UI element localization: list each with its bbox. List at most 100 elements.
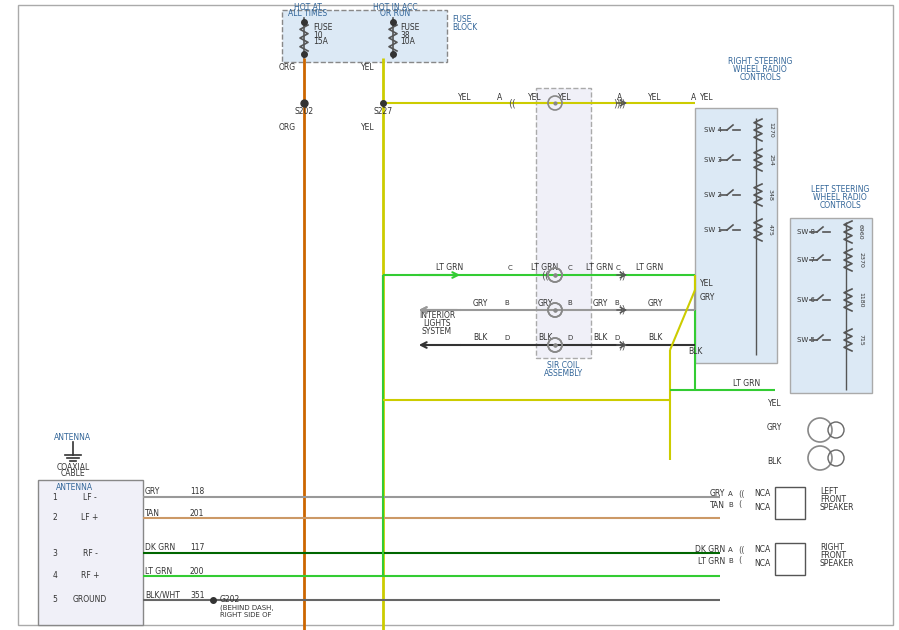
Text: RIGHT SIDE OF: RIGHT SIDE OF bbox=[220, 612, 271, 618]
Text: LT GRN: LT GRN bbox=[436, 263, 464, 273]
Text: A: A bbox=[618, 93, 623, 101]
Text: B: B bbox=[728, 502, 733, 508]
Text: A: A bbox=[728, 547, 733, 553]
Text: 475: 475 bbox=[768, 224, 773, 236]
Text: GRY: GRY bbox=[700, 294, 716, 302]
Text: NCA: NCA bbox=[754, 490, 770, 498]
Text: YEL: YEL bbox=[529, 93, 542, 101]
Text: BLK: BLK bbox=[768, 457, 782, 466]
Text: 3: 3 bbox=[52, 549, 58, 558]
Text: 254: 254 bbox=[768, 154, 773, 166]
Text: 118: 118 bbox=[190, 488, 204, 496]
Text: CONTROLS: CONTROLS bbox=[739, 74, 781, 83]
Text: LF +: LF + bbox=[81, 513, 99, 522]
Text: SPEAKER: SPEAKER bbox=[820, 559, 855, 568]
Text: BLK: BLK bbox=[648, 333, 663, 343]
Text: )): )) bbox=[619, 98, 626, 108]
Text: D: D bbox=[567, 335, 573, 341]
Text: (: ( bbox=[738, 556, 742, 566]
Text: TAN: TAN bbox=[145, 508, 160, 517]
Text: GRY: GRY bbox=[538, 299, 553, 307]
Text: RF +: RF + bbox=[81, 571, 99, 580]
Text: BLK: BLK bbox=[688, 346, 702, 355]
Text: SW 1: SW 1 bbox=[704, 227, 722, 233]
Text: YEL: YEL bbox=[361, 64, 375, 72]
Bar bbox=[536, 88, 591, 358]
Text: )): )) bbox=[619, 340, 626, 350]
Bar bbox=[775, 543, 805, 575]
Text: D: D bbox=[614, 335, 619, 341]
Text: 6960: 6960 bbox=[858, 224, 863, 240]
Text: LT GRN: LT GRN bbox=[145, 566, 173, 575]
Text: 15A: 15A bbox=[313, 38, 328, 47]
Text: ((: (( bbox=[508, 98, 516, 108]
Text: FRONT: FRONT bbox=[820, 496, 846, 505]
Bar bbox=[282, 10, 447, 62]
Text: NCA: NCA bbox=[754, 503, 770, 512]
Text: BLOCK: BLOCK bbox=[452, 23, 477, 32]
Text: YEL: YEL bbox=[361, 123, 375, 132]
Text: BLK/WHT: BLK/WHT bbox=[145, 590, 180, 600]
Text: SW 3: SW 3 bbox=[704, 157, 722, 163]
Text: 715: 715 bbox=[858, 334, 863, 346]
Text: SW 4: SW 4 bbox=[704, 127, 722, 133]
Text: FUSE: FUSE bbox=[452, 16, 471, 25]
Text: DK GRN: DK GRN bbox=[145, 544, 175, 553]
Text: LT GRN: LT GRN bbox=[733, 379, 760, 387]
Text: TAN: TAN bbox=[710, 500, 725, 510]
Text: FUSE: FUSE bbox=[400, 23, 419, 33]
Text: YEL: YEL bbox=[700, 278, 714, 287]
Text: LF -: LF - bbox=[83, 493, 97, 501]
Text: GRY: GRY bbox=[647, 299, 663, 307]
Text: SW 5: SW 5 bbox=[797, 337, 814, 343]
Text: CONTROLS: CONTROLS bbox=[819, 202, 861, 210]
Bar bbox=[775, 487, 805, 519]
Bar bbox=[695, 108, 777, 363]
Text: SIR COIL: SIR COIL bbox=[547, 360, 579, 370]
Text: 2: 2 bbox=[53, 513, 58, 522]
Text: SW 6: SW 6 bbox=[797, 297, 815, 303]
Text: 10: 10 bbox=[313, 30, 323, 40]
Text: )): )) bbox=[613, 98, 620, 108]
Text: ASSEMBLY: ASSEMBLY bbox=[543, 369, 583, 377]
Text: NCA: NCA bbox=[754, 546, 770, 554]
Text: 1180: 1180 bbox=[858, 292, 863, 307]
Text: SPEAKER: SPEAKER bbox=[820, 503, 855, 512]
Text: LEFT: LEFT bbox=[820, 488, 838, 496]
Text: LT GRN: LT GRN bbox=[531, 263, 558, 273]
Text: GRY: GRY bbox=[145, 488, 160, 496]
Text: YEL: YEL bbox=[700, 93, 714, 101]
Text: 201: 201 bbox=[190, 508, 204, 517]
Text: LT GRN: LT GRN bbox=[698, 556, 725, 566]
Text: ANTENNA: ANTENNA bbox=[57, 483, 93, 493]
Text: ANTENNA: ANTENNA bbox=[55, 433, 92, 442]
Text: YEL: YEL bbox=[769, 399, 782, 408]
Text: 200: 200 bbox=[190, 566, 204, 575]
Text: INTERIOR: INTERIOR bbox=[419, 311, 455, 319]
Text: 2370: 2370 bbox=[858, 252, 863, 268]
Text: 38: 38 bbox=[400, 30, 410, 40]
Text: S227: S227 bbox=[373, 106, 393, 115]
Text: SW 8: SW 8 bbox=[797, 229, 815, 235]
Text: (BEHIND DASH,: (BEHIND DASH, bbox=[220, 605, 273, 611]
Text: 351: 351 bbox=[190, 590, 204, 600]
Text: ORG: ORG bbox=[279, 123, 296, 132]
Text: DK GRN: DK GRN bbox=[695, 546, 725, 554]
Text: C: C bbox=[567, 265, 573, 271]
Text: GRY: GRY bbox=[592, 299, 608, 307]
Text: GRY: GRY bbox=[709, 490, 725, 498]
Text: B: B bbox=[504, 300, 510, 306]
Text: CABLE: CABLE bbox=[61, 469, 85, 479]
Text: )): )) bbox=[619, 270, 626, 280]
Text: BLK: BLK bbox=[538, 333, 552, 343]
Text: ((: (( bbox=[738, 546, 744, 554]
Text: 10A: 10A bbox=[400, 38, 414, 47]
Text: WHEEL RADIO: WHEEL RADIO bbox=[733, 66, 787, 74]
Text: GRY: GRY bbox=[472, 299, 487, 307]
Text: FUSE: FUSE bbox=[313, 23, 333, 33]
Text: G202: G202 bbox=[220, 595, 240, 605]
Text: 4: 4 bbox=[52, 571, 58, 580]
Text: 5: 5 bbox=[52, 595, 58, 605]
Text: )): )) bbox=[619, 305, 626, 315]
Text: LIGHTS: LIGHTS bbox=[423, 319, 450, 328]
